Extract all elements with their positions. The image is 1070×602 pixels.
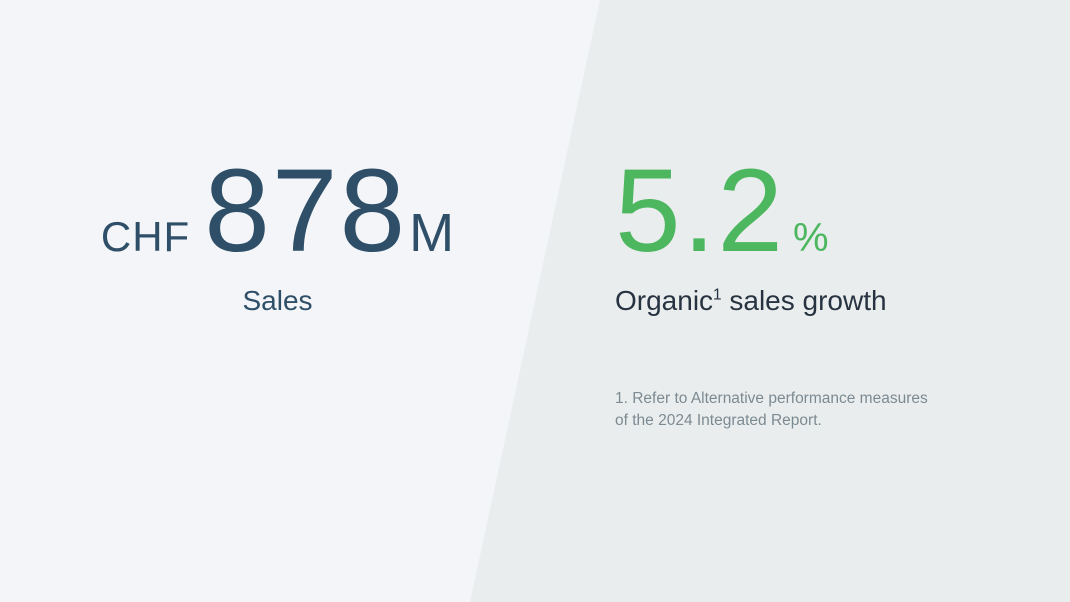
sales-unit: M [409, 203, 455, 263]
growth-unit: % [793, 216, 829, 260]
growth-label-prefix: Organic [615, 285, 714, 316]
growth-kpi-panel: 5.2 % Organic1 sales growth 1. Refer to … [615, 152, 1035, 433]
growth-label-suffix: sales growth [721, 285, 887, 316]
growth-label-footnote-marker: 1 [713, 286, 722, 304]
footnote-line-2: of the 2024 Integrated Report. [615, 412, 822, 430]
sales-figure: CHF 878 M [0, 152, 555, 270]
sales-currency: CHF [100, 213, 191, 260]
footnote-line-1: 1. Refer to Alternative performance meas… [615, 389, 928, 407]
growth-value: 5.2 [615, 145, 786, 277]
growth-label: Organic1 sales growth [615, 284, 1035, 318]
sales-kpi-panel: CHF 878 M Sales [0, 152, 555, 318]
growth-figure: 5.2 % [615, 152, 1035, 270]
sales-value: 878 [204, 145, 408, 277]
sales-label: Sales [242, 285, 313, 316]
footnote: 1. Refer to Alternative performance meas… [615, 388, 1035, 433]
